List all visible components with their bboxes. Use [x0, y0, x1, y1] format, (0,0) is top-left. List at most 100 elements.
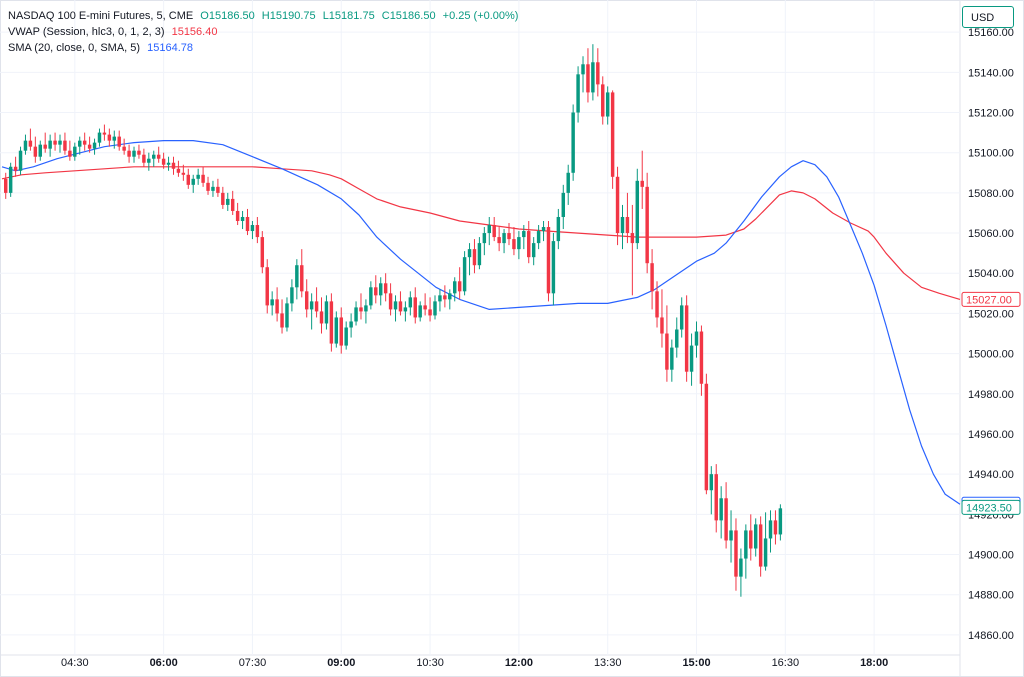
candle: [161, 152, 166, 169]
candle-body: [226, 198, 230, 205]
candle: [117, 130, 121, 151]
candle-body: [541, 227, 546, 232]
candle: [4, 172, 8, 199]
vwap-value: 15156.40: [171, 26, 218, 38]
candle-body: [512, 239, 516, 250]
candle: [33, 136, 38, 163]
candle-body: [393, 301, 398, 310]
candle-body: [438, 295, 442, 302]
candle-body: [4, 178, 8, 193]
candle: [152, 150, 156, 167]
candle-body: [413, 297, 417, 318]
candle: [753, 518, 758, 557]
candle-body: [359, 307, 363, 312]
candle-body: [18, 150, 23, 171]
legend-main-row: NASDAQ 100 E-mini Futures, 5, CME O15186…: [8, 8, 522, 24]
candle-body: [398, 301, 403, 312]
currency-button[interactable]: USD: [962, 6, 1014, 28]
candle-body: [166, 162, 171, 165]
candle: [245, 208, 250, 236]
sma-label[interactable]: SMA (20, close, 0, SMA, 5): [8, 42, 141, 54]
legend-vwap-row: VWAP (Session, hlc3, 0, 1, 2, 3) 15156.4…: [8, 24, 522, 40]
candle: [778, 504, 783, 541]
candle-body: [758, 524, 763, 567]
candle-body: [739, 558, 743, 577]
candle-body: [280, 313, 284, 328]
candle: [181, 164, 186, 181]
candle: [694, 321, 699, 358]
candle: [230, 190, 235, 215]
candle-body: [507, 233, 511, 240]
candle-body: [43, 144, 47, 149]
candle: [102, 124, 107, 141]
candle: [329, 293, 334, 352]
candle: [369, 281, 373, 310]
legend-sma-row: SMA (20, close, 0, SMA, 5) 15164.78: [8, 40, 522, 56]
candle: [507, 223, 511, 246]
time-tick-label: 10:30: [416, 657, 444, 669]
candle-body: [586, 64, 590, 93]
candle: [378, 277, 383, 306]
price-axis[interactable]: 15160.00 15140.00 15120.00 15100.00 15080.00…: [968, 27, 1014, 642]
candle: [433, 295, 437, 320]
vwap-label[interactable]: VWAP (Session, hlc3, 0, 1, 2, 3): [8, 26, 165, 38]
candle: [418, 301, 422, 322]
candle: [240, 210, 245, 230]
candle-body: [171, 162, 176, 169]
candle: [201, 166, 205, 187]
chart-legend: NASDAQ 100 E-mini Futures, 5, CME O15186…: [8, 8, 522, 56]
candle: [171, 156, 176, 175]
candle: [300, 249, 304, 298]
candle: [655, 281, 659, 328]
candle-body: [235, 210, 240, 222]
candle: [53, 132, 57, 151]
high-value: H15190.75: [261, 10, 316, 22]
vwap-price-label: 15027.00: [961, 291, 1021, 307]
candle-body: [334, 317, 339, 344]
candle-body: [536, 231, 541, 244]
candle-body: [383, 283, 388, 294]
candle-body: [630, 233, 635, 244]
candle-body: [665, 333, 669, 370]
candle-body: [181, 172, 186, 175]
candle: [78, 136, 82, 155]
candle-body: [724, 498, 728, 541]
candle: [699, 325, 704, 396]
candle: [18, 146, 23, 175]
candle-body: [152, 154, 156, 159]
candle-body: [527, 231, 531, 258]
candle-body: [610, 92, 615, 177]
vwap-price-label-box: [961, 291, 1021, 307]
candle-body: [28, 140, 33, 147]
price-tick-label: 15040.00: [968, 268, 1014, 280]
candle: [610, 90, 615, 189]
candle-body: [309, 301, 314, 310]
candle: [107, 128, 112, 147]
candle-body: [635, 180, 640, 244]
candle: [428, 297, 432, 322]
candle: [82, 132, 87, 151]
candle: [235, 202, 240, 226]
candle: [561, 184, 566, 230]
change-value: +0.25 (+0.00%): [442, 10, 519, 22]
candle-body: [625, 216, 630, 234]
time-tick-label: 12:00: [505, 657, 533, 669]
price-tick-label: 15080.00: [968, 188, 1014, 200]
time-axis[interactable]: 04:30 06:00 07:30 09:00 10:30 12:00 13:30 15:00…: [61, 657, 888, 669]
candle-body: [576, 74, 580, 113]
candle-body: [8, 166, 13, 193]
candle: [226, 192, 230, 211]
candle: [63, 132, 67, 155]
candle-body: [92, 142, 97, 149]
candle-body: [670, 347, 674, 370]
candle-body: [324, 301, 329, 324]
candle-body: [349, 321, 353, 328]
time-tick-label: 15:00: [682, 657, 710, 669]
candle: [166, 156, 171, 171]
symbol-label[interactable]: NASDAQ 100 E-mini Futures, 5, CME: [8, 10, 194, 22]
candle: [689, 333, 694, 386]
candle: [630, 204, 635, 296]
candle: [43, 132, 47, 153]
